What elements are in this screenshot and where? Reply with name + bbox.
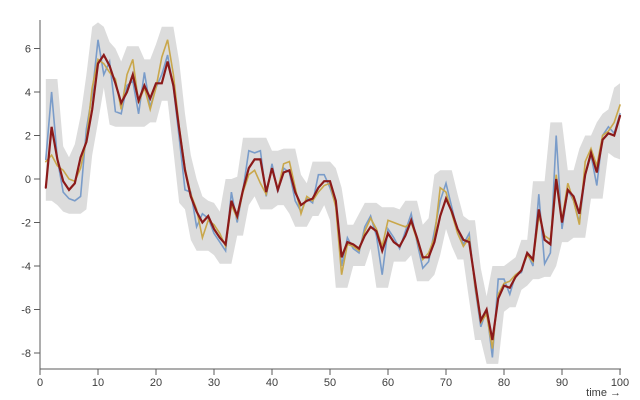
x-tick-label: 70 xyxy=(440,377,452,389)
x-tick-label: 60 xyxy=(382,377,394,389)
x-tick-label: 40 xyxy=(266,377,278,389)
y-tick-label: -4 xyxy=(21,261,31,273)
y-tick-label: -6 xyxy=(21,305,31,317)
x-tick-label: 10 xyxy=(92,377,104,389)
y-tick-label: -2 xyxy=(21,218,31,230)
x-tick-label: 90 xyxy=(556,377,568,389)
x-tick-label: 80 xyxy=(498,377,510,389)
series-red xyxy=(44,52,622,341)
x-tick-label: 30 xyxy=(208,377,220,389)
x-tick-label: 50 xyxy=(324,377,336,389)
x-tick-label: 20 xyxy=(150,377,162,389)
x-tick-label: 0 xyxy=(37,377,43,389)
y-tick-label: 4 xyxy=(25,87,31,99)
y-tick-label: 0 xyxy=(25,174,31,186)
y-tick-label: 6 xyxy=(25,44,31,56)
x-axis-title: time → xyxy=(586,387,621,399)
y-tick-label: 2 xyxy=(25,131,31,143)
y-tick-label: -8 xyxy=(21,348,31,360)
x-tick-label: 100 xyxy=(611,377,629,389)
